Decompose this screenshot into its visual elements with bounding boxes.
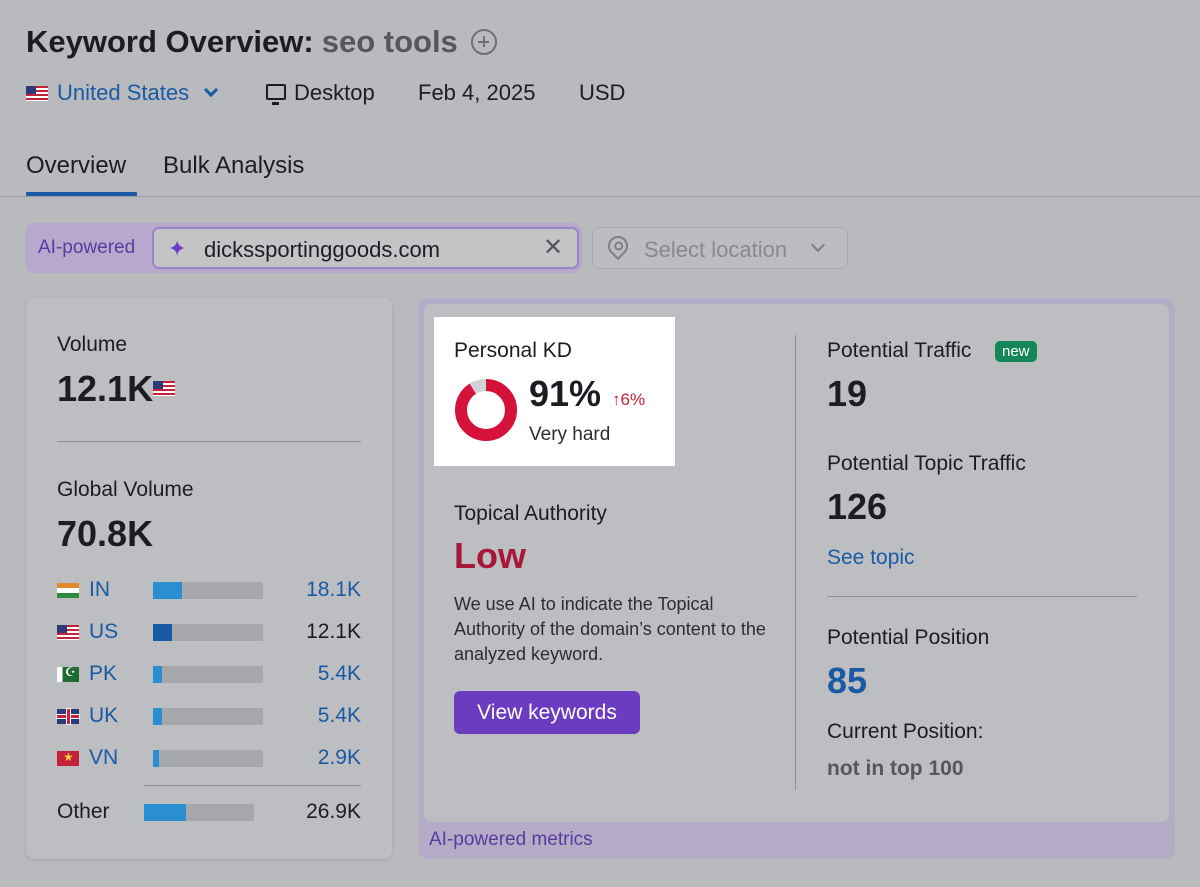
- country-row-in[interactable]: IN 18.1K: [57, 577, 361, 603]
- device-selector[interactable]: Desktop: [266, 80, 375, 106]
- bar-fill: [144, 803, 186, 821]
- page-title: Keyword Overview: seo tools: [26, 24, 458, 60]
- country-volume[interactable]: 5.4K: [317, 704, 361, 727]
- divider: [57, 441, 361, 442]
- global-volume-value: 70.8K: [57, 513, 154, 554]
- kd-change-badge: ↑6%: [612, 390, 646, 409]
- volume-label: Volume: [57, 333, 128, 356]
- tab-bulk-analysis[interactable]: Bulk Analysis: [163, 152, 305, 179]
- active-tab-indicator: [26, 192, 137, 196]
- divider: [827, 596, 1137, 597]
- country-volume[interactable]: 18.1K: [306, 578, 361, 601]
- kd-difficulty: Very hard: [529, 424, 611, 445]
- other-label: Other: [57, 800, 110, 823]
- country-code[interactable]: US: [89, 620, 119, 643]
- potential-topic-traffic-label: Potential Topic Traffic: [827, 452, 1026, 475]
- topical-authority-value: Low: [454, 535, 526, 576]
- kd-donut-chart: [455, 379, 517, 441]
- close-icon[interactable]: ✕: [543, 234, 564, 261]
- title-text: Keyword Overview:: [26, 24, 314, 59]
- keyword-text: seo tools: [321, 24, 458, 59]
- bar-fill: [153, 749, 159, 767]
- device-label: Desktop: [294, 80, 375, 105]
- country-code[interactable]: IN: [89, 578, 110, 601]
- pakistan-flag-icon: [57, 665, 79, 682]
- potential-topic-traffic-value: 126: [827, 486, 888, 527]
- country-row-uk[interactable]: UK 5.4K: [57, 703, 361, 729]
- tab-overview[interactable]: Overview: [26, 152, 127, 179]
- uk-flag-icon: [57, 708, 79, 724]
- global-volume-label: Global Volume: [57, 478, 194, 501]
- vertical-divider: [795, 335, 796, 790]
- country-code[interactable]: UK: [89, 704, 119, 727]
- new-badge: new: [995, 341, 1037, 362]
- desktop-icon: [266, 83, 286, 105]
- country-volume[interactable]: 2.9K: [317, 746, 361, 769]
- country-share-bar: [153, 707, 263, 725]
- current-position-value: not in top 100: [827, 757, 964, 780]
- us-flag-icon: [57, 624, 79, 640]
- current-position-label: Current Position:: [827, 720, 984, 743]
- country-row-other: Other 26.9K: [57, 799, 361, 825]
- sparkle-icon: ✦: [168, 236, 187, 261]
- tabs-divider: [0, 196, 1200, 197]
- country-share-bar: [153, 581, 263, 599]
- location-placeholder[interactable]: Select location: [644, 237, 788, 262]
- date-label: Feb 4, 2025: [418, 80, 536, 105]
- country-row-vn[interactable]: VN 2.9K: [57, 745, 361, 771]
- country-share-bar: [144, 803, 254, 821]
- currency-label: USD: [579, 80, 626, 105]
- location-select[interactable]: [592, 227, 848, 269]
- divider: [144, 785, 361, 786]
- personal-kd-value: 91%: [529, 373, 602, 414]
- country-code[interactable]: PK: [89, 662, 118, 685]
- potential-traffic-value: 19: [827, 373, 868, 414]
- domain-input[interactable]: [152, 227, 579, 269]
- us-flag-icon: [26, 85, 48, 101]
- bar-fill: [153, 707, 162, 725]
- country-volume: 12.1K: [306, 620, 361, 643]
- country-volume[interactable]: 5.4K: [317, 662, 361, 685]
- other-volume: 26.9K: [306, 800, 361, 823]
- add-keyword-icon[interactable]: [471, 29, 497, 55]
- india-flag-icon: [57, 582, 79, 598]
- country-label: United States: [57, 80, 190, 105]
- country-share-bar: [153, 623, 263, 641]
- vietnam-flag-icon: [57, 750, 79, 766]
- domain-value[interactable]: dickssportinggoods.com: [204, 237, 441, 262]
- bar-fill: [153, 665, 162, 683]
- ai-powered-label: AI-powered: [38, 237, 136, 258]
- us-flag-icon: [153, 381, 175, 397]
- bar-fill: [153, 581, 182, 599]
- see-topic-link[interactable]: See topic: [827, 546, 915, 569]
- kd-donut-fill: [455, 379, 517, 441]
- potential-traffic-label: Potential Traffic: [827, 339, 972, 362]
- potential-position-label: Potential Position: [827, 626, 990, 649]
- view-keywords-button[interactable]: View keywords: [454, 691, 640, 734]
- potential-position-value[interactable]: 85: [827, 660, 868, 701]
- country-code[interactable]: VN: [89, 746, 119, 769]
- volume-value: 12.1K: [57, 368, 154, 409]
- country-row-us[interactable]: US 12.1K: [57, 619, 361, 645]
- country-selector[interactable]: United States: [26, 80, 219, 106]
- country-share-bar: [153, 749, 263, 767]
- ai-metrics-label: AI-powered metrics: [429, 829, 593, 850]
- topical-authority-description: We use AI to indicate the Topical Author…: [454, 594, 766, 664]
- topical-authority-label: Topical Authority: [454, 502, 607, 525]
- country-share-bar: [153, 665, 263, 683]
- personal-kd-label: Personal KD: [454, 339, 572, 362]
- bar-fill: [153, 623, 172, 641]
- country-row-pk[interactable]: PK 5.4K: [57, 661, 361, 687]
- chevron-down-icon: [204, 82, 219, 98]
